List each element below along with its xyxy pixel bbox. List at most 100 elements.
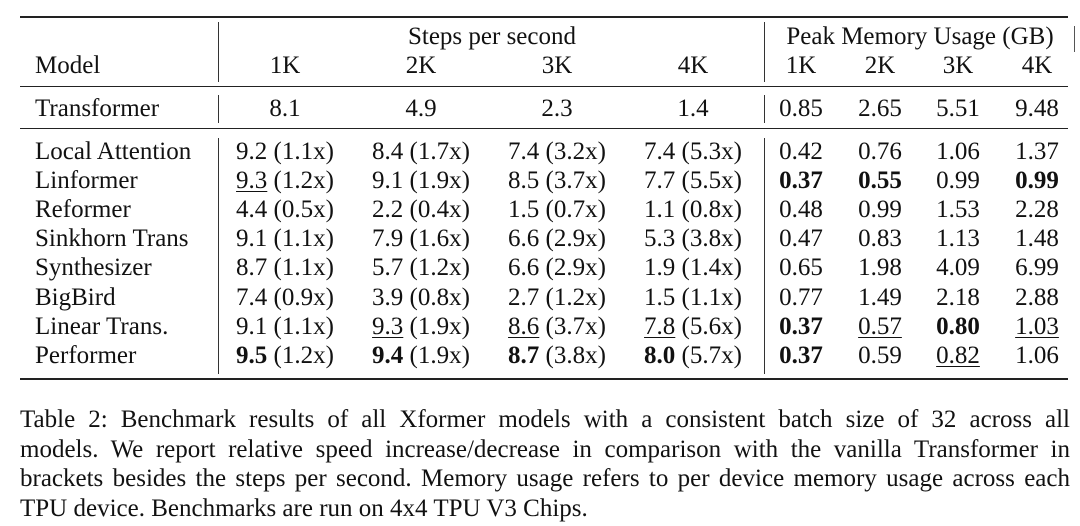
cell-value: 1.4 — [677, 95, 709, 122]
table-cell: 9.3 (1.2x) — [220, 166, 350, 195]
memory-group-header: Peak Memory Usage (GB) — [786, 23, 1054, 50]
cell-ratio: (0.8x) — [403, 283, 470, 311]
cell-value: 2.28 — [1015, 196, 1059, 224]
baseline-rule — [20, 128, 1068, 129]
cell-value: 8.7 — [236, 254, 268, 282]
table-cell: 1.53 — [923, 195, 993, 224]
cell-value: 2.18 — [936, 283, 980, 311]
cell-value: 8.7 — [508, 341, 540, 369]
group-separator-baseline — [764, 95, 765, 123]
table-cell: 6.6 (2.9x) — [492, 253, 622, 282]
cell-value: 4.09 — [936, 254, 980, 282]
table-cell: 0.57 — [845, 312, 915, 341]
cell-value: 3.9 — [372, 283, 404, 311]
cell-value: 7.4 — [508, 138, 540, 165]
table-cell: 1.5 (1.1x) — [628, 283, 758, 312]
cell-value: 0.48 — [779, 196, 823, 224]
table-cell: 9.1 (1.1x) — [220, 224, 350, 253]
model-column-header: Model — [35, 52, 101, 79]
table-caption: Table 2: Benchmark results of all Xforme… — [20, 405, 1070, 523]
cell-value: 1.03 — [1015, 312, 1059, 340]
cell-value: 9.4 — [372, 341, 404, 369]
cell-value: 1.98 — [858, 254, 902, 282]
cell-ratio: (3.7x) — [539, 167, 606, 195]
table-cell: 7.4 (0.9x) — [220, 283, 350, 312]
table-cell: 0.65 — [766, 253, 836, 282]
cell-value: 9.3 — [236, 167, 268, 195]
cell-value: 5.7 — [372, 254, 404, 282]
table-cell: 7.7 (5.5x) — [628, 166, 758, 195]
table-cell: 0.83 — [845, 224, 915, 253]
group-separator-body — [764, 138, 765, 374]
cell-value: 1.06 — [936, 138, 980, 165]
cell-value: 2.88 — [1015, 283, 1059, 311]
column-header: 2K — [405, 52, 437, 79]
table-cell: 9.1 (1.1x) — [220, 312, 350, 341]
cell-value: 0.99 — [936, 167, 980, 195]
cell-ratio: (0.9x) — [267, 283, 334, 311]
row-model-name: BigBird — [35, 283, 116, 311]
cell-value: 7.4 — [236, 283, 268, 311]
cell-value: 0.42 — [779, 138, 823, 165]
cell-ratio: (1.9x) — [403, 312, 470, 340]
table-cell: 4.9 — [356, 94, 486, 123]
caption-line: Table 2: Benchmark results of all Xforme… — [20, 406, 1070, 433]
cell-value: 9.1 — [372, 167, 404, 195]
cell-value: 0.85 — [779, 95, 823, 122]
cell-value: 2.7 — [508, 283, 540, 311]
table-cell: 4.09 — [923, 253, 993, 282]
table-cell: 9.1 (1.9x) — [356, 166, 486, 195]
cell-value: 0.65 — [779, 254, 823, 282]
table-cell: 9.4 (1.9x) — [356, 341, 486, 370]
cell-value: 8.5 — [508, 167, 540, 195]
cell-value: 0.99 — [858, 196, 902, 224]
cell-value: 0.59 — [858, 341, 902, 369]
table-cell: 8.6 (3.7x) — [492, 312, 622, 341]
table-cell: 7.4 (5.3x) — [628, 137, 758, 166]
cell-value: 0.83 — [858, 225, 902, 253]
table-cell: 0.47 — [766, 224, 836, 253]
table-cell: 9.48 — [1002, 94, 1072, 123]
cell-value: 1.13 — [936, 225, 980, 253]
table-cell: 8.0 (5.7x) — [628, 341, 758, 370]
cell-ratio: (1.2x) — [539, 283, 606, 311]
cell-value: 7.4 — [644, 138, 676, 165]
table-cell: 9.3 (1.9x) — [356, 312, 486, 341]
table-cell: 1.48 — [1002, 224, 1072, 253]
cell-value: 0.99 — [1015, 167, 1059, 195]
table-cell: 0.99 — [845, 195, 915, 224]
row-model-name: Reformer — [35, 196, 131, 224]
cell-ratio: (1.4x) — [675, 254, 742, 282]
top-rule — [20, 16, 1068, 18]
cell-value: 6.99 — [1015, 254, 1059, 282]
column-header: 3K — [541, 52, 573, 79]
table-cell: 5.7 (1.2x) — [356, 253, 486, 282]
cell-value: 1.48 — [1015, 225, 1059, 253]
table-cell: 7.8 (5.6x) — [628, 312, 758, 341]
cell-ratio: (1.1x) — [267, 254, 334, 282]
cell-ratio: (0.7x) — [539, 196, 606, 224]
cell-value: 4.4 — [236, 196, 268, 224]
cell-ratio: (1.2x) — [267, 167, 334, 195]
cell-ratio: (3.2x) — [539, 138, 606, 165]
cell-value: 2.3 — [541, 95, 573, 122]
cell-ratio: (1.9x) — [403, 341, 470, 369]
cell-value: 9.3 — [372, 312, 404, 340]
table-cell: 0.37 — [766, 341, 836, 370]
table-cell: 6.6 (2.9x) — [492, 224, 622, 253]
table-cell: 0.59 — [845, 341, 915, 370]
table-cell: 1.03 — [1002, 312, 1072, 341]
table-cell: 0.37 — [766, 312, 836, 341]
cell-ratio: (1.1x) — [267, 225, 334, 253]
row-model-name: Synthesizer — [35, 254, 152, 282]
table-cell: 2.88 — [1002, 283, 1072, 312]
model-separator-header — [218, 22, 219, 82]
cell-value: 5.3 — [644, 225, 676, 253]
cell-value: 9.1 — [236, 312, 268, 340]
cell-ratio: (1.9x) — [403, 167, 470, 195]
cell-ratio: (1.7x) — [403, 138, 470, 165]
caption-line: brackets besides the steps per second. M… — [20, 465, 1070, 492]
right-edge-fragment — [1074, 26, 1075, 52]
cell-value: 1.1 — [644, 196, 676, 224]
table-cell: 1.1 (0.8x) — [628, 195, 758, 224]
